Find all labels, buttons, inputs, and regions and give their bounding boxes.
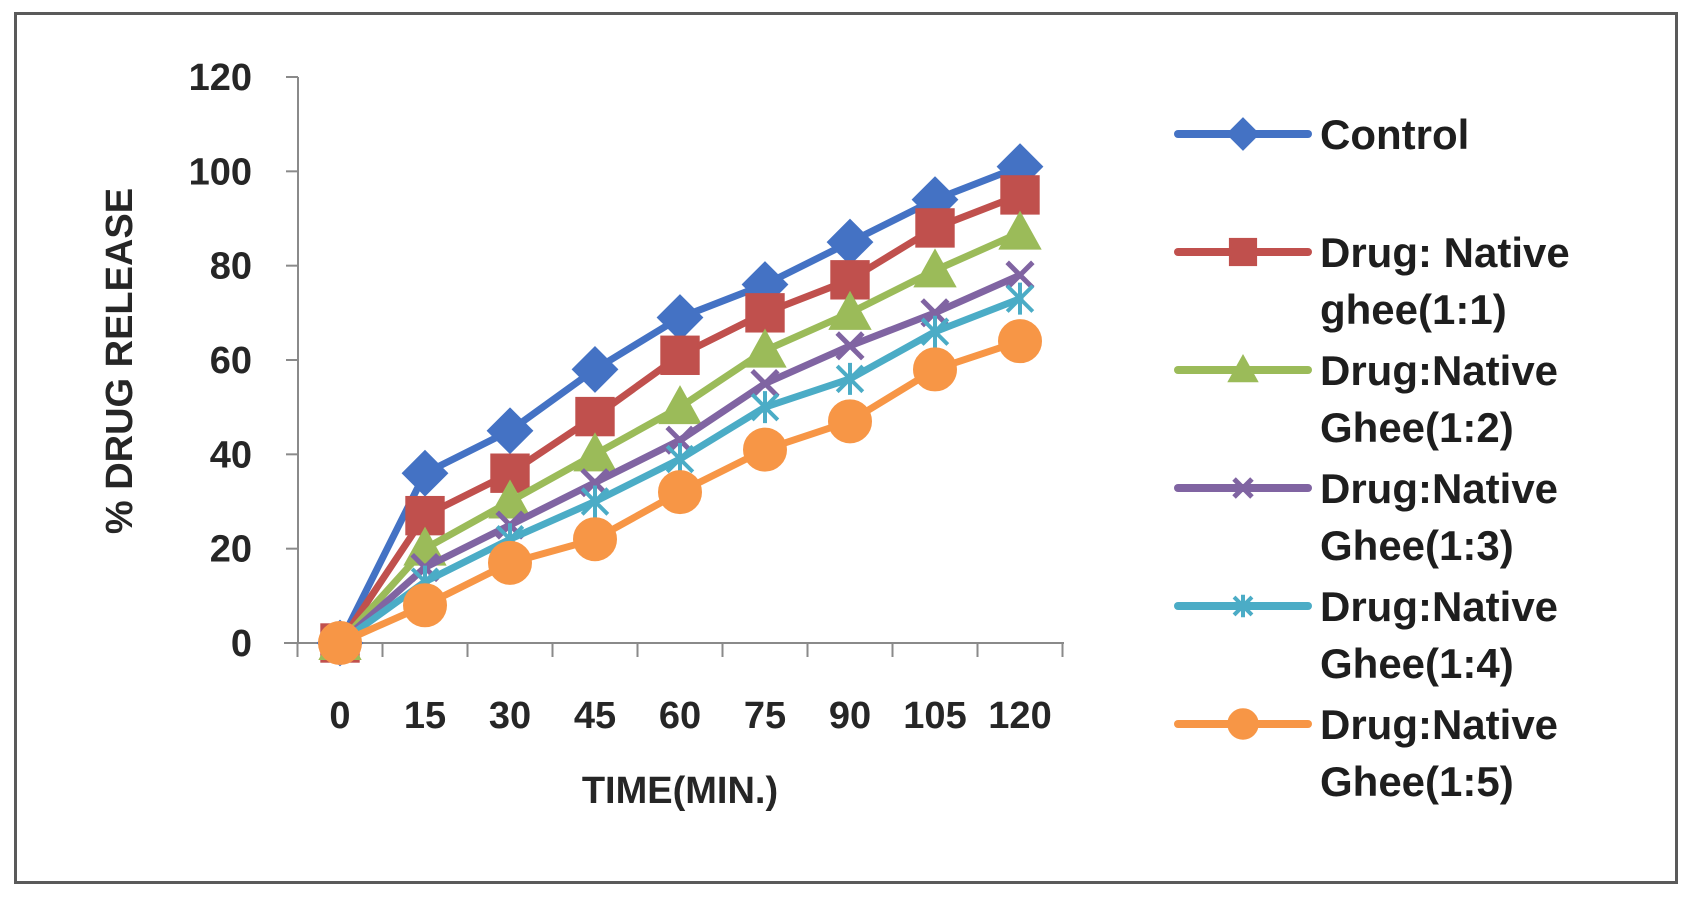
data-point <box>745 293 785 333</box>
y-tick-label: 40 <box>210 434 252 476</box>
data-point <box>573 517 617 562</box>
y-tick-label: 20 <box>210 529 252 571</box>
legend-label: Ghee(1:3) <box>1320 522 1514 569</box>
data-point <box>580 485 610 518</box>
legend-label: Drug:Native <box>1320 701 1558 748</box>
data-point <box>658 385 702 425</box>
x-tick-label: 75 <box>744 695 786 737</box>
legend-entry-2: Drug: Native ghee(1:1) <box>1174 229 1570 333</box>
legend-marker <box>1228 237 1258 267</box>
x-tick-label: 105 <box>903 695 966 737</box>
series-6 <box>318 319 1042 665</box>
legend-entry-4: Drug:Native Ghee(1:3) <box>1174 465 1558 569</box>
data-point <box>913 248 957 288</box>
data-point <box>486 407 534 455</box>
data-point <box>826 218 874 266</box>
legend-marker <box>1226 117 1260 151</box>
data-point <box>750 369 780 399</box>
data-point <box>828 399 872 444</box>
x-tick-label: 30 <box>489 695 531 737</box>
x-axis-title: TIME(MIN.) <box>582 770 778 812</box>
x-tick-label: 0 <box>329 695 350 737</box>
data-point <box>1005 282 1035 315</box>
data-point <box>401 449 449 497</box>
legend-marker <box>1232 594 1254 618</box>
data-point <box>488 479 532 519</box>
x-tick-label: 120 <box>988 695 1051 737</box>
x-tick-label: 60 <box>659 695 701 737</box>
legend-label: ghee(1:1) <box>1320 286 1507 333</box>
series-3 <box>318 210 1042 660</box>
data-point <box>665 443 695 476</box>
legend-entry-6: Drug:Native Ghee(1:5) <box>1174 701 1558 805</box>
y-axis-title: % DRUG RELEASE <box>99 188 141 534</box>
legend-entry-5: Drug:Native Ghee(1:4) <box>1174 583 1558 687</box>
data-point <box>1000 175 1040 215</box>
data-point <box>913 347 957 392</box>
legend-label: Drug:Native <box>1320 465 1558 512</box>
data-point <box>743 427 787 472</box>
legend-label: Drug: Native <box>1320 229 1570 276</box>
data-point <box>828 290 872 330</box>
legend-entry-3: Drug:Native Ghee(1:2) <box>1174 347 1558 451</box>
data-point <box>998 319 1042 364</box>
data-point <box>915 208 955 248</box>
data-point <box>318 621 362 665</box>
legend-label: Ghee(1:5) <box>1320 758 1514 805</box>
legend-label: Drug:Native <box>1320 583 1558 630</box>
data-point <box>1005 260 1035 290</box>
data-point <box>998 210 1042 250</box>
x-tick-label: 45 <box>574 695 616 737</box>
data-point <box>835 331 865 361</box>
x-tick-label: 15 <box>404 695 446 737</box>
y-tick-label: 120 <box>189 57 252 99</box>
series-lines <box>316 143 1044 667</box>
data-point <box>573 432 617 472</box>
data-point <box>575 396 615 437</box>
legend-marker <box>1227 708 1259 740</box>
legend-label: Control <box>1320 111 1469 158</box>
legend-label: Ghee(1:4) <box>1320 640 1514 687</box>
legend-marker <box>1227 353 1259 383</box>
data-point <box>403 583 447 628</box>
legend-marker <box>1232 477 1254 499</box>
data-point <box>750 391 780 424</box>
legend-label: Drug:Native <box>1320 347 1558 394</box>
y-tick-label: 100 <box>189 151 252 193</box>
axes: 0 20 40 60 80 100 120 0 15 30 45 60 75 90 105 120 <box>189 57 1064 737</box>
data-point <box>658 470 702 515</box>
y-tick-label: 80 <box>210 246 252 288</box>
data-point <box>660 335 700 375</box>
data-point <box>656 294 704 341</box>
chart-frame <box>14 12 1678 884</box>
y-tick-label: 60 <box>210 340 252 382</box>
data-point <box>571 346 619 393</box>
data-point <box>920 315 950 348</box>
data-point <box>835 362 865 395</box>
data-point <box>743 328 787 368</box>
data-point <box>488 540 532 585</box>
legend: Control Drug: Native ghee(1:1) Drug:Native G… <box>1174 111 1570 805</box>
x-tick-label: 90 <box>829 695 871 737</box>
legend-entry-1: Control <box>1174 111 1469 158</box>
y-tick-label: 0 <box>231 623 252 665</box>
legend-label: Ghee(1:2) <box>1320 404 1514 451</box>
